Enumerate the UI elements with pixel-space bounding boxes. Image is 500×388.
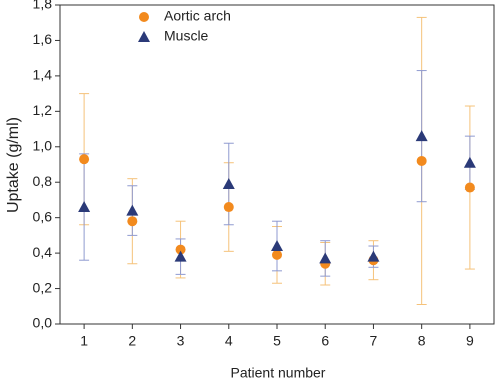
point — [463, 156, 476, 168]
x-tick-label: 7 — [370, 333, 378, 349]
x-tick-label: 2 — [128, 333, 136, 349]
point — [271, 240, 283, 252]
y-tick-label: 0,8 — [33, 173, 53, 189]
y-tick-label: 0,0 — [33, 315, 53, 331]
legend-label: Muscle — [164, 28, 209, 44]
legend-marker — [138, 31, 150, 42]
x-tick-label: 5 — [273, 333, 281, 349]
x-tick-label: 6 — [321, 333, 329, 349]
x-axis-label: Patient number — [231, 365, 326, 381]
y-tick-label: 1,6 — [33, 31, 53, 47]
point — [78, 201, 91, 213]
point — [175, 244, 186, 255]
point — [415, 130, 428, 142]
y-tick-label: 1,0 — [33, 137, 53, 153]
legend-marker — [139, 12, 149, 22]
y-tick-label: 0,4 — [33, 244, 53, 260]
x-tick-label: 3 — [177, 333, 185, 349]
y-tick-label: 0,6 — [33, 208, 53, 224]
point — [126, 204, 139, 216]
point — [367, 250, 380, 262]
y-tick-label: 0,2 — [33, 279, 53, 295]
y-tick-label: 1,2 — [33, 102, 53, 118]
y-tick-label: 1,4 — [33, 67, 53, 83]
point — [464, 182, 475, 193]
x-tick-label: 1 — [80, 333, 88, 349]
point — [272, 249, 282, 260]
y-tick-label: 1,8 — [33, 0, 53, 12]
y-axis-label: Uptake (g/ml) — [5, 117, 22, 213]
x-tick-label: 8 — [418, 333, 426, 349]
x-tick-label: 4 — [225, 333, 233, 349]
point — [223, 202, 234, 213]
x-tick-label: 9 — [466, 333, 474, 349]
point — [79, 154, 90, 165]
legend-label: Aortic arch — [164, 8, 231, 24]
point — [127, 216, 138, 227]
point — [416, 155, 427, 166]
point — [319, 252, 332, 264]
point — [222, 177, 235, 189]
point — [174, 250, 187, 262]
